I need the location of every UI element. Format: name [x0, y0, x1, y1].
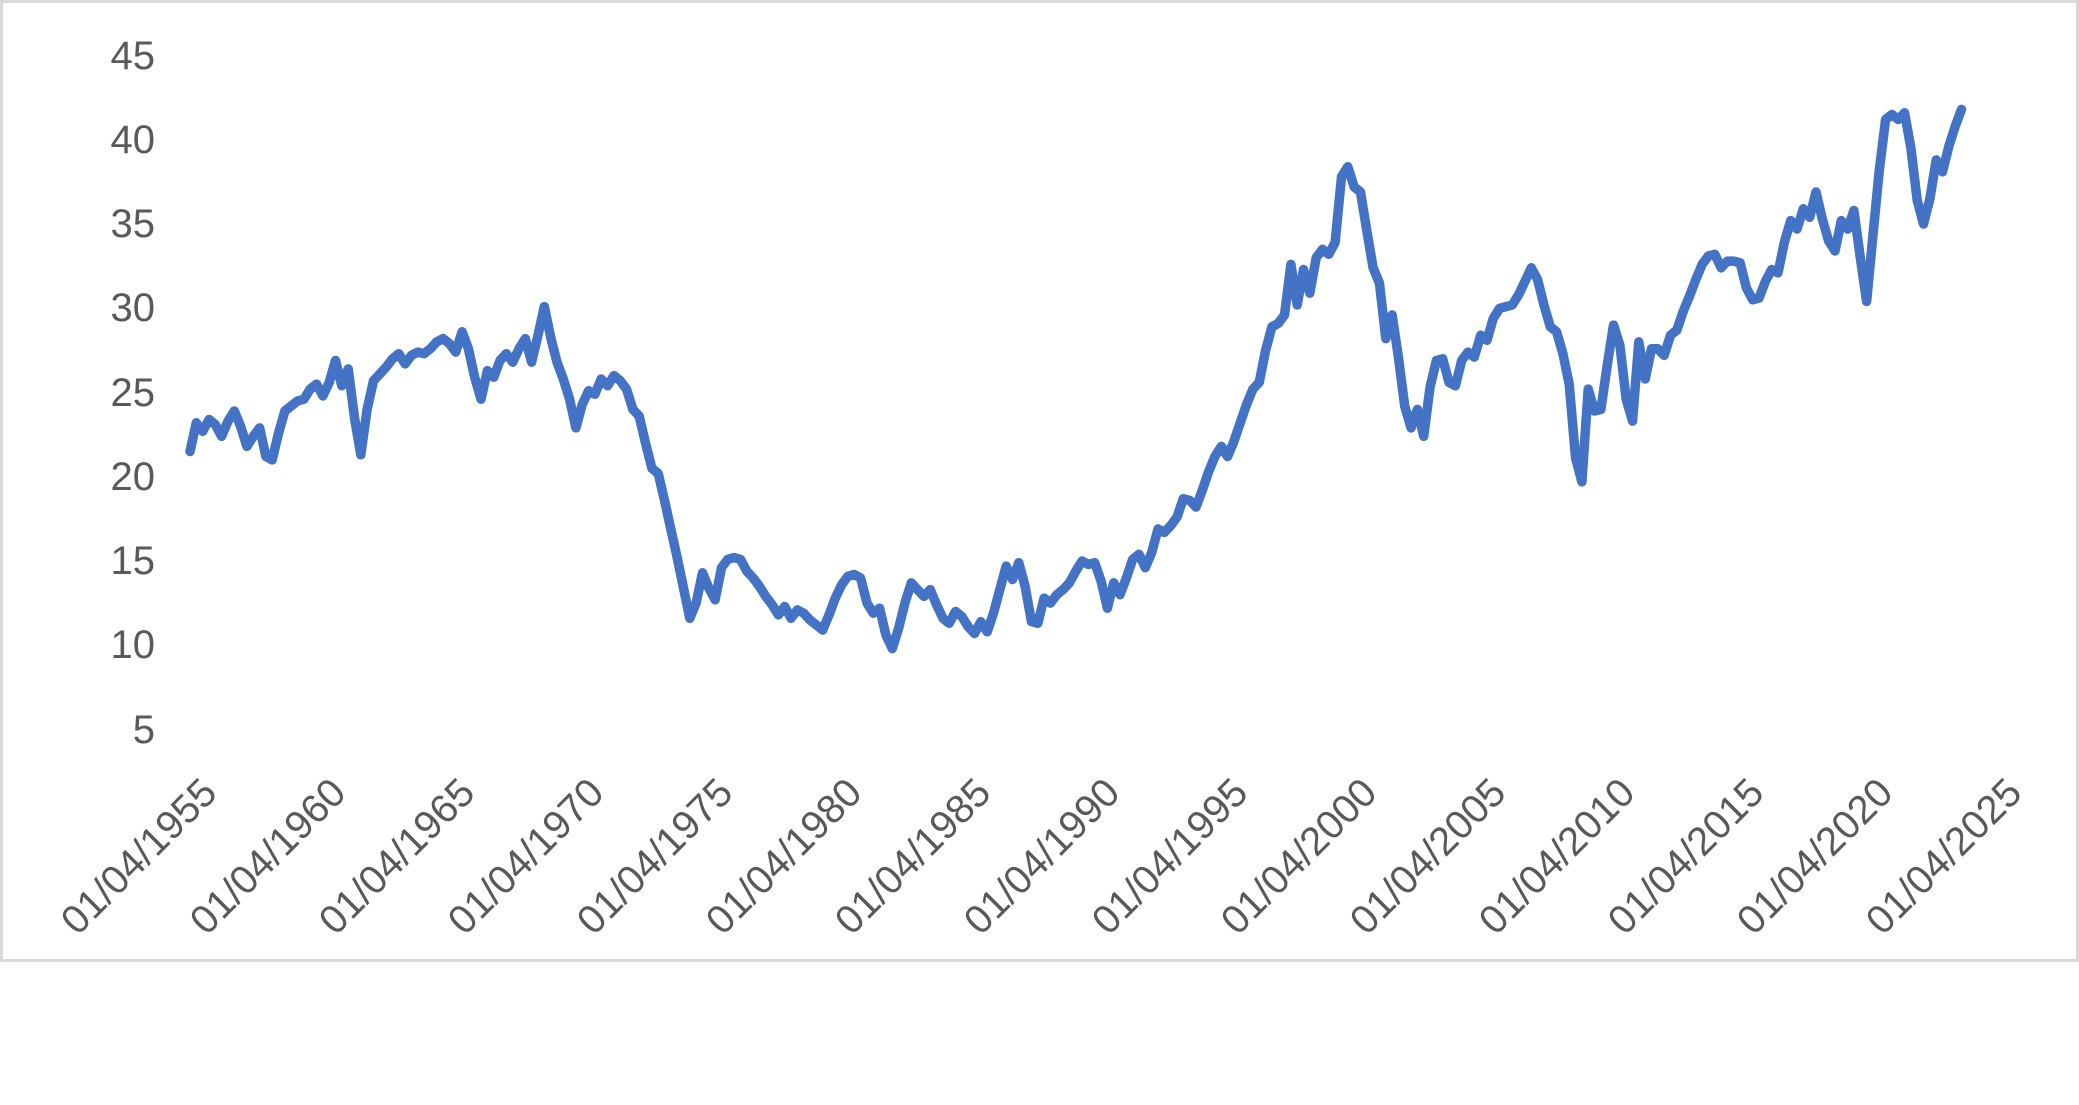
- y-axis-label: 35: [110, 202, 156, 246]
- data-series-line: [185, 104, 1967, 654]
- y-axis-label: 40: [110, 117, 156, 162]
- y-axis-label: 20: [110, 454, 156, 499]
- y-axis-label: 5: [132, 707, 155, 752]
- y-axis-label: 30: [110, 286, 156, 331]
- chart-area: 45 40 35 30 25 20 15 10 5 01/04/1955 01/04/1960 01…: [0, 0, 2079, 962]
- line-chart-plot: [185, 104, 1967, 654]
- y-axis-label: 45: [110, 33, 156, 78]
- y-axis-label: 25: [110, 370, 156, 415]
- y-axis-label: 10: [110, 623, 156, 668]
- y-axis-label: 15: [110, 539, 156, 583]
